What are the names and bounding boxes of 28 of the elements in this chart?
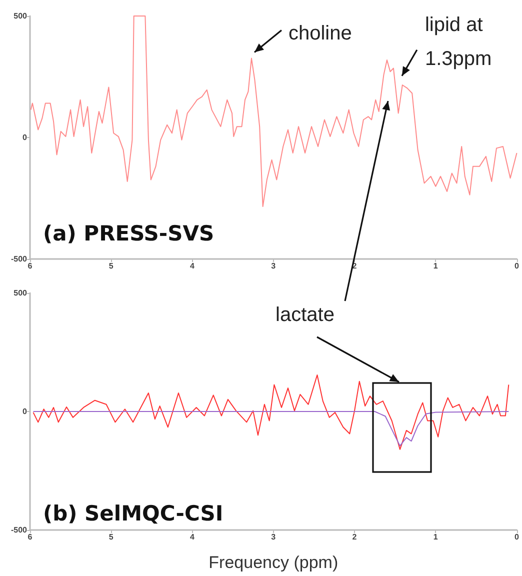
y-tick-label: -500 [10,526,28,534]
annotation: lactate [276,304,334,326]
y-tick-label: -500 [10,254,28,264]
x-tick-label: 6 [28,532,33,542]
x-tick-label: 0 [514,262,520,270]
line-series [32,374,510,450]
line-series [32,411,510,446]
x-tick-label: 4 [190,262,196,270]
x-tick-label: 0 [514,532,520,542]
y-tick-label: 0 [22,133,28,142]
annotation: choline [288,22,352,44]
x-tick-label: 2 [352,532,358,542]
x-tick-label: 6 [28,262,33,270]
x-tick-label: 1 [433,262,438,270]
line-series [30,16,518,208]
x-tick-label: 5 [108,262,114,270]
text: (a) PRESS-SVS [43,222,214,246]
x-tick-label: 5 [108,532,114,542]
x-tick-label: 4 [190,532,196,542]
x-tick-label: 3 [271,532,276,542]
y-tick-label: 500 [14,288,28,298]
y-tick-label: 0 [22,407,28,416]
annotation: lipid at 1.3ppm [424,14,492,70]
text: (b) SelMQC-CSI [43,502,224,526]
y-tick-label: 500 [14,12,28,20]
x-tick-label: 1 [433,532,438,542]
x-axis-title: Frequency (ppm) [208,553,338,572]
x-tick-label: 3 [271,262,276,270]
